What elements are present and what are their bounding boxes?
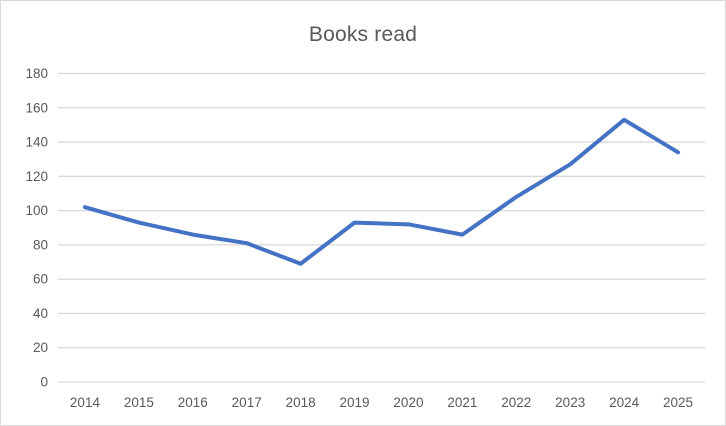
- y-axis-tick-label: 100: [25, 203, 48, 218]
- x-axis-tick-label: 2025: [663, 395, 693, 410]
- x-axis-tick-label: 2021: [447, 395, 477, 410]
- x-axis-tick-label: 2018: [286, 395, 316, 410]
- x-axis-tick-label: 2024: [609, 395, 640, 410]
- gridlines-group: [58, 72, 705, 383]
- y-axis-tick-label: 40: [33, 306, 48, 321]
- y-axis-tick-label: 120: [25, 169, 48, 184]
- x-axis-tick-labels-group: 2014 2015 2016 2017 2018 2019 2020 2021 2022 2023…: [70, 395, 693, 410]
- data-series-line: [82, 117, 681, 266]
- y-axis-tick-labels-group: 0 20 40 60 80 100 120 140 160 180: [25, 66, 48, 390]
- x-axis-tick-label: 2020: [393, 395, 423, 410]
- y-axis-tick-label: 0: [40, 375, 48, 390]
- x-axis-tick-label: 2016: [178, 395, 208, 410]
- y-axis-tick-label: 60: [33, 272, 48, 287]
- data-series-group: [82, 117, 681, 266]
- y-axis-tick-label: 160: [25, 100, 48, 115]
- y-axis-tick-label: 80: [33, 237, 48, 252]
- x-axis-tick-label: 2022: [501, 395, 531, 410]
- x-axis-tick-label: 2023: [555, 395, 585, 410]
- chart-title: Books read: [308, 23, 418, 46]
- x-axis-tick-label: 2015: [124, 395, 154, 410]
- x-axis-tick-label: 2017: [232, 395, 262, 410]
- y-axis-tick-label: 20: [33, 340, 48, 355]
- x-axis-tick-label: 2019: [340, 395, 370, 410]
- y-axis-tick-label: 180: [25, 66, 48, 81]
- y-axis-tick-label: 140: [25, 135, 48, 150]
- x-axis-tick-label: 2014: [70, 395, 101, 410]
